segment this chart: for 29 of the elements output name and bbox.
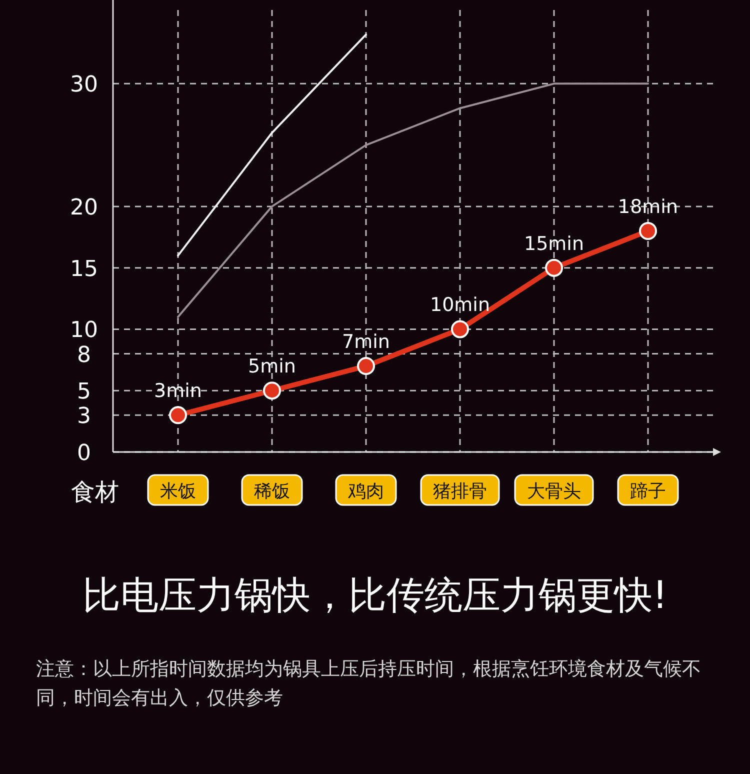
data-label: 5min [248,356,296,378]
y-tick-label: 15 [70,256,98,282]
point [545,258,563,277]
point [263,382,281,400]
text: 比电压力锅快，比传统压力锅更快! [81,572,669,619]
data-label: 3min [154,380,202,402]
data-label: 15min [524,232,584,255]
x-axis-title: 食材 [71,478,119,506]
y-tick-label: 5 [77,380,91,405]
x-tick-label: 米饭 [160,481,196,502]
y-tick-label: 0 [77,441,91,466]
x-tick-label: 蹄子 [630,481,666,502]
y-tick-label: 20 [70,195,98,220]
data-label: 7min [342,331,390,354]
y-tick-label: 8 [77,342,91,368]
text: 注意：以上所指时间数据均为锅具上压后持压时间，根据烹饪环境食材及气候不同，时间会有出入，仅供参考 [36,657,702,711]
x-tick-label: 鸡肉 [347,481,384,502]
x-tick-label: 猪排骨 [433,481,487,502]
point [639,222,657,240]
y-tick-label: 30 [70,72,98,98]
point [169,406,187,424]
x-tick-label: 大骨头 [527,481,581,502]
y-tick-label: 10 [70,318,98,344]
x-tick-label: 稀饭 [254,481,290,502]
y-tick-label: 3 [77,404,91,430]
point [451,320,469,338]
data-label: 18min [618,196,678,218]
data-label: 10min [430,294,490,316]
point [357,357,375,376]
